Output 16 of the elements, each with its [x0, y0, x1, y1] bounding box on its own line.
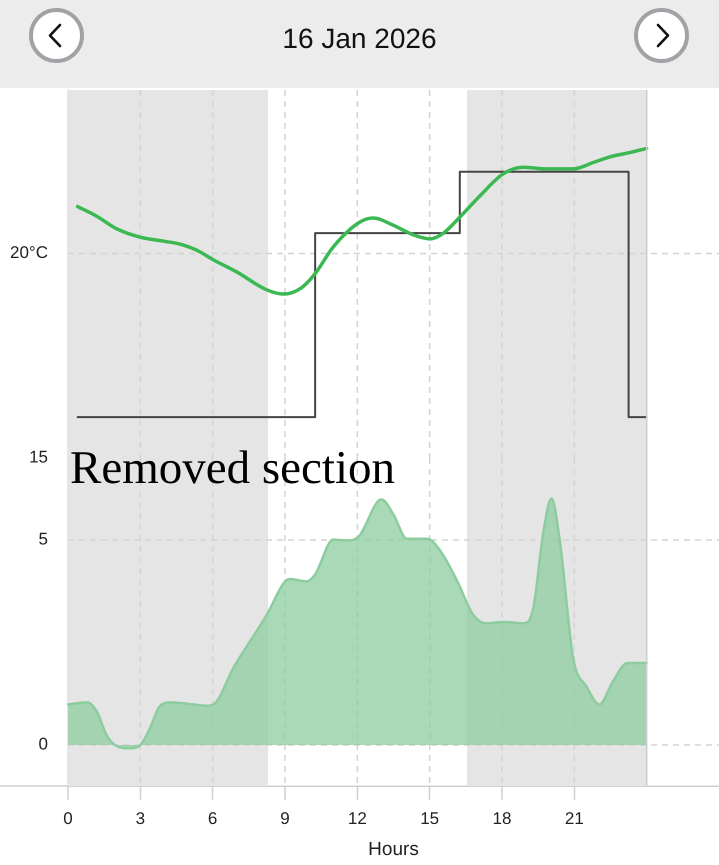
- x-tick-label: 0: [63, 808, 73, 828]
- x-tick-label: 6: [208, 808, 218, 828]
- chart-title: 16 Jan 2026: [282, 23, 437, 55]
- x-axis-title: Hours: [368, 838, 419, 860]
- y-tick-label: 15: [29, 448, 48, 467]
- annotation: Removed section: [70, 442, 396, 494]
- x-tick-label: 18: [492, 808, 512, 828]
- x-tick-label: 15: [420, 808, 440, 828]
- x-tick-label: 21: [564, 808, 584, 828]
- x-tick-label: 12: [348, 808, 367, 828]
- y-tick-label: 20°C: [10, 243, 48, 262]
- y-tick-label: 0: [38, 734, 48, 754]
- y-tick-label: 5: [38, 530, 48, 549]
- line-series: [76, 146, 648, 296]
- x-tick-label: 9: [280, 808, 290, 828]
- x-tick-label: 3: [136, 808, 146, 828]
